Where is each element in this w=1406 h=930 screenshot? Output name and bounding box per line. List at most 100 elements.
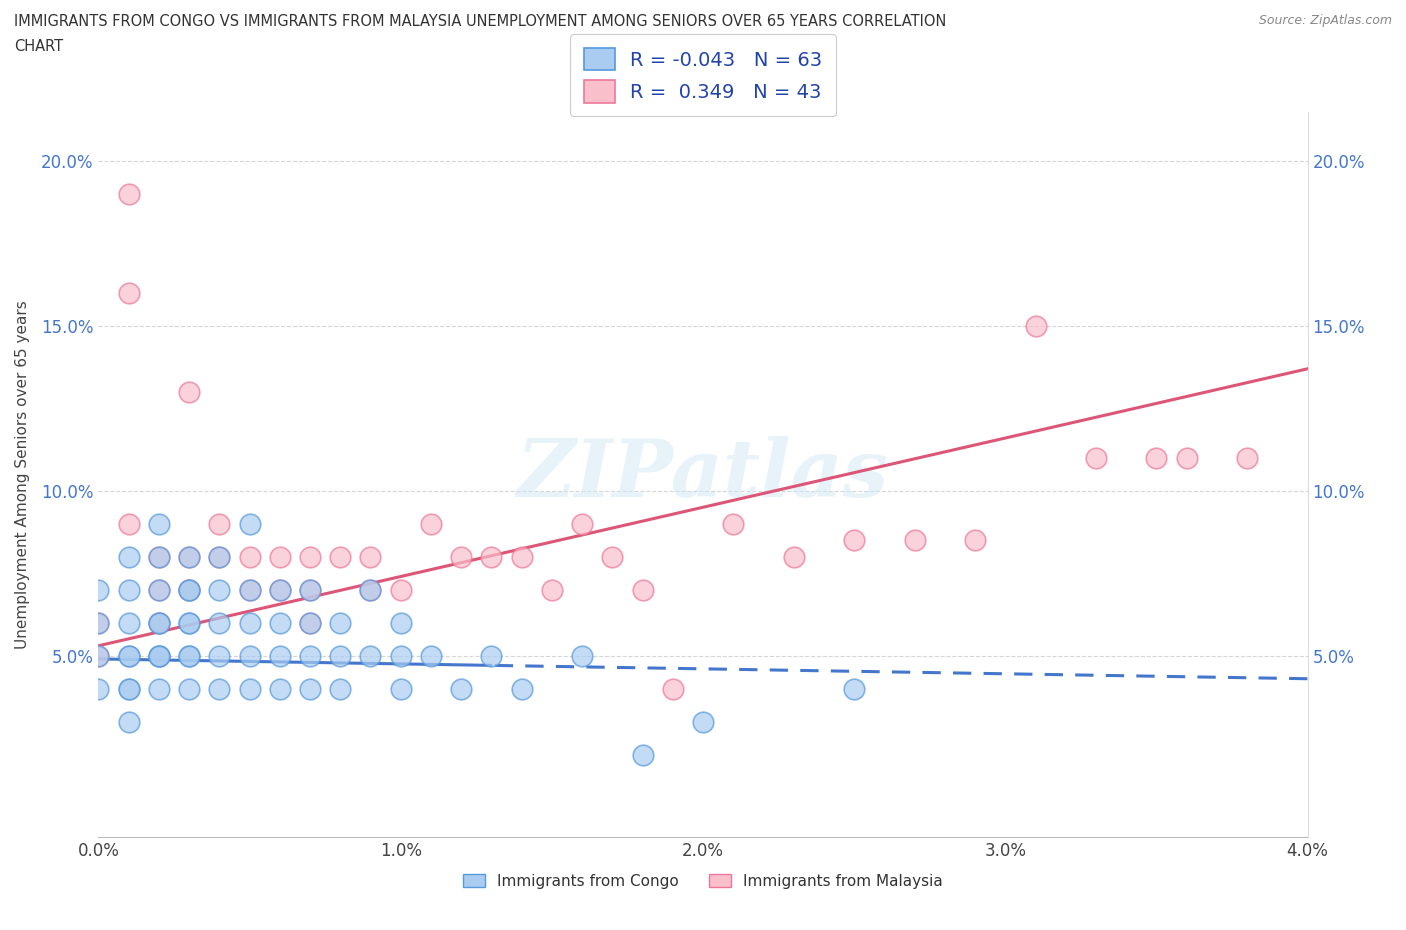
Point: [1175, 450, 1198, 465]
Point: [481, 550, 503, 565]
Point: [239, 516, 262, 531]
Point: [540, 582, 562, 597]
Point: [148, 616, 170, 631]
Point: [783, 550, 806, 565]
Point: [269, 681, 291, 696]
Point: [239, 616, 262, 631]
Point: [661, 681, 683, 696]
Point: [239, 582, 262, 597]
Point: [208, 516, 231, 531]
Point: [329, 681, 352, 696]
Point: [118, 286, 141, 300]
Point: [118, 616, 141, 631]
Point: [269, 582, 291, 597]
Point: [602, 550, 624, 565]
Point: [118, 714, 141, 729]
Point: [1025, 318, 1047, 333]
Text: CHART: CHART: [14, 39, 63, 54]
Point: [692, 714, 714, 729]
Point: [329, 648, 352, 663]
Point: [965, 533, 987, 548]
Point: [179, 582, 201, 597]
Point: [179, 550, 201, 565]
Point: [360, 582, 382, 597]
Point: [148, 516, 170, 531]
Legend: Immigrants from Congo, Immigrants from Malaysia: Immigrants from Congo, Immigrants from M…: [457, 868, 949, 895]
Point: [269, 648, 291, 663]
Point: [631, 747, 654, 762]
Point: [389, 616, 412, 631]
Point: [118, 681, 141, 696]
Point: [179, 616, 201, 631]
Point: [571, 516, 593, 531]
Point: [510, 681, 533, 696]
Point: [510, 550, 533, 565]
Point: [118, 187, 141, 202]
Point: [179, 616, 201, 631]
Point: [118, 681, 141, 696]
Point: [179, 582, 201, 597]
Point: [148, 582, 170, 597]
Point: [299, 616, 322, 631]
Point: [360, 648, 382, 663]
Point: [844, 681, 866, 696]
Point: [179, 550, 201, 565]
Point: [389, 582, 412, 597]
Point: [118, 648, 141, 663]
Point: [179, 648, 201, 663]
Point: [299, 681, 322, 696]
Point: [148, 582, 170, 597]
Point: [329, 550, 352, 565]
Point: [299, 582, 322, 597]
Y-axis label: Unemployment Among Seniors over 65 years: Unemployment Among Seniors over 65 years: [15, 300, 30, 649]
Point: [179, 384, 201, 399]
Point: [1236, 450, 1258, 465]
Point: [571, 648, 593, 663]
Point: [299, 648, 322, 663]
Point: [118, 516, 141, 531]
Point: [208, 681, 231, 696]
Point: [269, 616, 291, 631]
Point: [208, 648, 231, 663]
Point: [239, 681, 262, 696]
Point: [239, 550, 262, 565]
Point: [1085, 450, 1108, 465]
Point: [844, 533, 866, 548]
Point: [360, 550, 382, 565]
Point: [118, 582, 141, 597]
Point: [208, 550, 231, 565]
Point: [420, 648, 443, 663]
Point: [389, 648, 412, 663]
Point: [299, 616, 322, 631]
Point: [208, 582, 231, 597]
Point: [148, 648, 170, 663]
Point: [208, 550, 231, 565]
Point: [360, 582, 382, 597]
Point: [148, 648, 170, 663]
Point: [329, 616, 352, 631]
Point: [87, 616, 110, 631]
Point: [118, 648, 141, 663]
Point: [299, 582, 322, 597]
Point: [239, 582, 262, 597]
Point: [450, 681, 472, 696]
Point: [148, 616, 170, 631]
Point: [148, 550, 170, 565]
Point: [179, 681, 201, 696]
Point: [723, 516, 745, 531]
Point: [179, 582, 201, 597]
Point: [481, 648, 503, 663]
Point: [631, 582, 654, 597]
Point: [148, 681, 170, 696]
Point: [420, 516, 443, 531]
Point: [87, 681, 110, 696]
Text: IMMIGRANTS FROM CONGO VS IMMIGRANTS FROM MALAYSIA UNEMPLOYMENT AMONG SENIORS OVE: IMMIGRANTS FROM CONGO VS IMMIGRANTS FROM…: [14, 14, 946, 29]
Point: [299, 550, 322, 565]
Point: [148, 550, 170, 565]
Text: ZIPatlas: ZIPatlas: [517, 435, 889, 513]
Point: [148, 648, 170, 663]
Point: [179, 648, 201, 663]
Point: [904, 533, 927, 548]
Point: [269, 550, 291, 565]
Point: [148, 616, 170, 631]
